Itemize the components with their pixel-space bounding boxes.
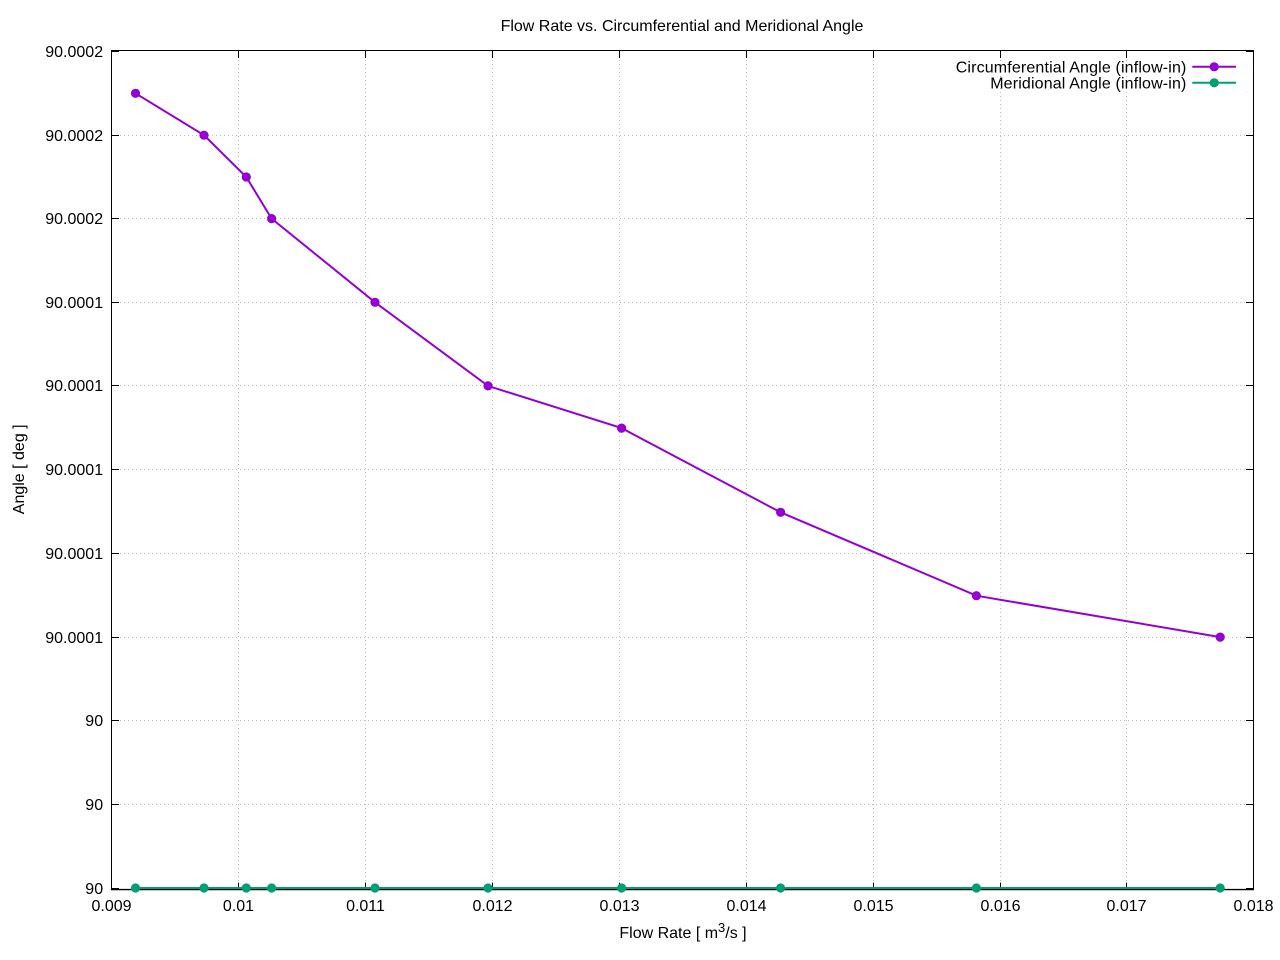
- svg-text:Meridional Angle (inflow-in): Meridional Angle (inflow-in): [990, 76, 1186, 93]
- svg-text:0.018: 0.018: [1233, 898, 1273, 915]
- svg-text:Circumferential Angle (inflow-: Circumferential Angle (inflow-in): [956, 60, 1187, 77]
- svg-text:90: 90: [85, 881, 103, 898]
- svg-text:90.0001: 90.0001: [45, 378, 103, 395]
- svg-text:90.0001: 90.0001: [45, 462, 103, 479]
- svg-text:0.009: 0.009: [91, 898, 131, 915]
- svg-text:0.016: 0.016: [980, 898, 1020, 915]
- svg-text:Flow Rate [ m3/s ]: Flow Rate [ m3/s ]: [619, 920, 746, 942]
- svg-text:0.011: 0.011: [346, 898, 385, 915]
- svg-text:90: 90: [85, 797, 103, 814]
- svg-text:0.012: 0.012: [472, 898, 512, 915]
- svg-text:0.013: 0.013: [599, 898, 639, 915]
- svg-text:90.0001: 90.0001: [45, 295, 103, 312]
- svg-text:Flow Rate vs. Circumferential: Flow Rate vs. Circumferential and Meridi…: [501, 18, 864, 35]
- svg-text:Angle [ deg ]: Angle [ deg ]: [11, 424, 28, 514]
- svg-text:90: 90: [85, 713, 103, 730]
- svg-text:90.0001: 90.0001: [45, 546, 103, 563]
- svg-text:90.0002: 90.0002: [45, 211, 103, 228]
- svg-text:0.015: 0.015: [853, 898, 893, 915]
- svg-text:0.014: 0.014: [726, 898, 766, 915]
- svg-text:90.0002: 90.0002: [45, 128, 103, 145]
- svg-text:0.017: 0.017: [1106, 898, 1146, 915]
- svg-text:90.0002: 90.0002: [45, 44, 103, 61]
- svg-text:90.0001: 90.0001: [45, 630, 103, 647]
- svg-text:0.01: 0.01: [223, 898, 254, 915]
